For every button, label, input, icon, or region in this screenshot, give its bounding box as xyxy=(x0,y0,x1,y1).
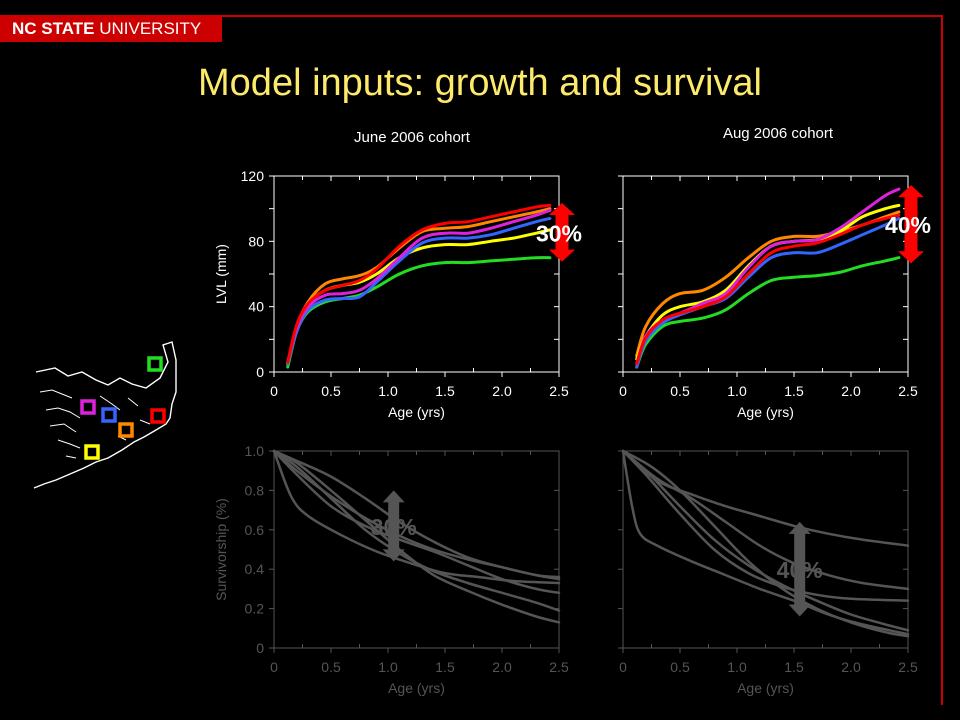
x-tick-label: 1.0 xyxy=(727,659,747,675)
y-tick-label: 0.6 xyxy=(245,522,265,538)
series-line xyxy=(272,449,561,595)
chart-title: Aug 2006 cohort xyxy=(723,125,834,142)
right-rule xyxy=(941,15,943,705)
x-axis-label: Age (yrs) xyxy=(737,680,794,696)
x-tick-label: 0.5 xyxy=(321,383,341,399)
plot-frame xyxy=(273,175,560,373)
chart-title: June 2006 cohort xyxy=(354,129,471,146)
x-tick-label: 1.5 xyxy=(784,383,804,399)
range-arrow xyxy=(549,203,575,262)
y-tick-label: 120 xyxy=(241,168,265,184)
y-tick-label: 0 xyxy=(256,640,264,656)
site-marker xyxy=(84,444,100,460)
x-tick-label: 0 xyxy=(619,659,627,675)
series-line xyxy=(286,228,552,366)
series-line xyxy=(272,449,561,581)
x-tick-label: 2.0 xyxy=(841,383,861,399)
x-tick-label: 1.5 xyxy=(435,659,455,675)
y-tick-label: 0 xyxy=(256,364,264,380)
series-line xyxy=(621,449,910,638)
chart-panel: 0 0.5 1.0 1.5 2.0 2.5 0 40 80 120 Age (yrs) LVL (mm… xyxy=(213,129,582,420)
y-tick-label: 0.8 xyxy=(245,482,265,498)
site-marker xyxy=(147,356,163,372)
x-tick-label: 2.0 xyxy=(841,659,861,675)
chart-panel: 0 0.5 1.0 1.5 2.0 2.5 0 0.2 0.4 0.6 0.8 1.0 Age (yrs… xyxy=(213,443,569,696)
x-tick-label: 1.5 xyxy=(435,383,455,399)
series-line xyxy=(286,208,552,364)
slide-title: Model inputs: growth and survival xyxy=(198,62,762,104)
series-line xyxy=(621,449,910,602)
series-line xyxy=(635,256,901,369)
x-tick-label: 1.0 xyxy=(378,383,398,399)
x-tick-label: 2.5 xyxy=(549,383,569,399)
site-marker xyxy=(80,399,96,415)
percent-annotation: 40% xyxy=(885,212,931,238)
y-axis-label: LVL (mm) xyxy=(213,244,229,304)
x-tick-label: 1.5 xyxy=(784,659,804,675)
x-axis-label: Age (yrs) xyxy=(388,404,445,420)
chart-panel: 0 0.5 1.0 1.5 2.0 2.5 Age (yrs) Aug 2006 cohort… xyxy=(618,125,931,420)
logo-bold-text: NC STATE xyxy=(12,19,95,38)
plot-frame xyxy=(622,175,909,373)
x-tick-label: 0.5 xyxy=(670,659,690,675)
coastline xyxy=(33,341,177,489)
series-line xyxy=(272,449,561,624)
x-tick-label: 0 xyxy=(270,383,278,399)
y-tick-label: 40 xyxy=(248,299,264,315)
range-arrow xyxy=(898,185,924,264)
sounds-and-rivers xyxy=(39,389,151,459)
percent-annotation: 40% xyxy=(777,557,823,583)
y-axis-label: Survivorship (%) xyxy=(213,498,229,601)
ncsu-logo: NC STATE UNIVERSITY xyxy=(0,15,222,42)
x-tick-label: 0 xyxy=(619,383,627,399)
series-line xyxy=(635,217,901,369)
x-tick-label: 2.0 xyxy=(492,659,512,675)
site-marker xyxy=(101,407,117,423)
range-arrow xyxy=(788,521,811,617)
plot-frame xyxy=(273,450,560,649)
series-line xyxy=(286,256,552,369)
y-tick-label: 1.0 xyxy=(245,443,265,459)
x-tick-label: 1.0 xyxy=(727,383,747,399)
x-axis-label: Age (yrs) xyxy=(388,680,445,696)
site-marker xyxy=(118,422,134,438)
site-marker xyxy=(150,408,166,424)
x-tick-label: 1.0 xyxy=(378,659,398,675)
x-axis-label: Age (yrs) xyxy=(737,404,794,420)
series-line xyxy=(621,449,910,591)
header-rule xyxy=(222,15,942,17)
series-line xyxy=(635,210,901,358)
series-line xyxy=(286,203,552,364)
x-tick-label: 0.5 xyxy=(321,659,341,675)
percent-annotation: 30% xyxy=(536,220,582,246)
chart-panel: 0 0.5 1.0 1.5 2.0 2.5 Age (yrs) 40% xyxy=(618,449,918,696)
x-tick-label: 2.5 xyxy=(549,659,569,675)
y-tick-label: 0.4 xyxy=(245,561,265,577)
percent-annotation: 30% xyxy=(371,514,417,540)
x-tick-label: 2.5 xyxy=(898,383,918,399)
series-line xyxy=(286,217,552,366)
nc-coast-map xyxy=(33,341,177,489)
range-arrow xyxy=(382,490,405,562)
x-tick-label: 2.5 xyxy=(898,659,918,675)
series-line xyxy=(635,213,901,366)
x-tick-label: 2.0 xyxy=(492,383,512,399)
logo-rest-text: UNIVERSITY xyxy=(99,19,202,38)
x-tick-label: 0.5 xyxy=(670,383,690,399)
series-line xyxy=(635,187,901,366)
y-tick-label: 80 xyxy=(248,233,264,249)
x-tick-label: 0 xyxy=(270,659,278,675)
y-tick-label: 0.2 xyxy=(245,601,265,617)
